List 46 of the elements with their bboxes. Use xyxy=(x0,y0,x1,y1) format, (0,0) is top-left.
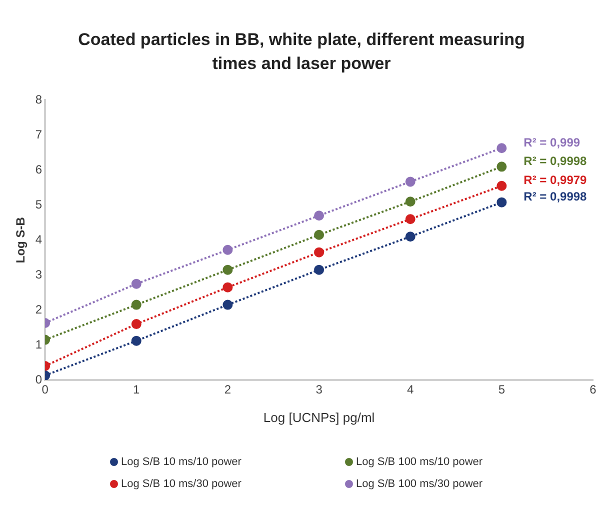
point xyxy=(222,244,233,255)
point xyxy=(314,230,324,240)
point xyxy=(222,300,233,310)
point xyxy=(496,162,507,172)
point xyxy=(314,210,324,221)
point xyxy=(496,143,507,154)
annotation: R² = 0,9998 xyxy=(524,154,588,168)
y-tick-label: 7 xyxy=(35,127,42,142)
x-tick-label: 1 xyxy=(133,382,140,397)
point xyxy=(314,247,324,258)
point xyxy=(405,232,416,242)
legend-label: Log S/B 100 ms/30 power xyxy=(356,478,483,490)
point xyxy=(405,196,416,207)
point xyxy=(131,278,142,289)
annotation: R² = 0,9998 xyxy=(524,190,588,204)
y-tick-label: 8 xyxy=(35,92,42,107)
x-axis-title: Log [UCNPs] pg/ml xyxy=(263,410,375,425)
x-tick-label: 6 xyxy=(590,382,597,397)
point xyxy=(222,264,233,275)
x-tick-label: 2 xyxy=(224,382,232,397)
y-tick-label: 2 xyxy=(35,302,42,316)
y-tick-label: 4 xyxy=(35,232,42,246)
y-tick-label: 0 xyxy=(35,372,42,386)
chart-title: Coated particles in BB, white plate, different measuring times and laser power xyxy=(77,29,526,75)
legend-label: Log S/B 100 ms/10 power xyxy=(356,456,483,468)
point xyxy=(405,176,416,187)
legend-label: Log S/B 10 ms/30 power xyxy=(121,478,242,490)
annotation: R² = 0,999 xyxy=(524,135,580,150)
point xyxy=(222,282,233,292)
y-axis-title: Log S-B xyxy=(14,216,28,264)
y-tick-label: 3 xyxy=(35,267,42,282)
point xyxy=(314,264,324,275)
y-tick-label: 6 xyxy=(35,162,42,176)
point xyxy=(131,319,142,330)
point xyxy=(496,197,507,208)
point xyxy=(131,300,142,310)
legend-label: Log S/B 10 ms/10 power xyxy=(121,456,242,468)
y-tick-label: 5 xyxy=(35,197,42,212)
point xyxy=(496,180,507,191)
x-tick-label: 5 xyxy=(498,382,506,397)
annotation: R² = 0,9979 xyxy=(524,173,588,188)
x-tick-label: 3 xyxy=(316,382,323,397)
point xyxy=(131,336,142,346)
x-tick-label: 4 xyxy=(407,382,414,397)
y-tick-label: 1 xyxy=(35,337,42,352)
point xyxy=(405,214,416,224)
